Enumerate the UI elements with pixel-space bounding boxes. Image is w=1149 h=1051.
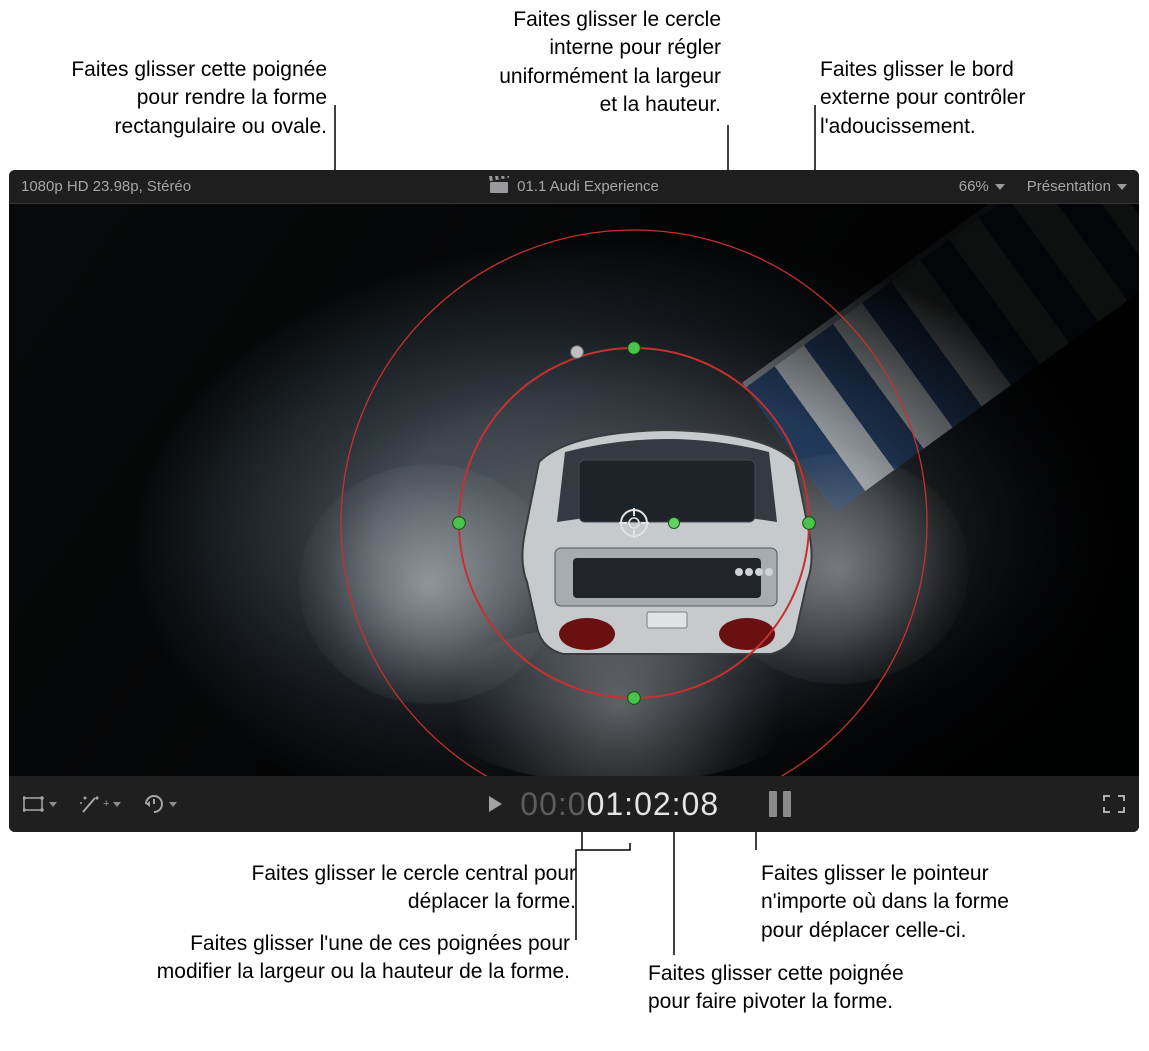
chevron-down-icon: [1117, 184, 1127, 190]
presentation-label: Présentation: [1027, 178, 1111, 195]
retime-tool-button[interactable]: [139, 789, 181, 819]
chevron-down-icon: [169, 802, 177, 807]
chevron-down-icon: [113, 802, 121, 807]
annotation-inner-circle: Faites glisser le cercle interne pour ré…: [398, 6, 721, 119]
annotation-width-height: Faites glisser l'une de ces poignées pou…: [16, 930, 570, 987]
car-graphic: [509, 422, 824, 674]
clip-format-label: 1080p HD 23.98p, Stéréo: [21, 178, 191, 195]
enhance-tool-button[interactable]: +: [75, 790, 125, 818]
chevron-down-icon: [995, 184, 1005, 190]
pause-button[interactable]: [765, 787, 795, 821]
clip-title-label: 01.1 Audi Experience: [517, 178, 659, 195]
annotation-rotate: Faites glisser cette poignée pour faire …: [648, 960, 993, 1017]
chevron-down-icon: [49, 802, 57, 807]
annotation-outer-edge: Faites glisser le bord externe pour cont…: [820, 56, 1130, 141]
transform-tool-button[interactable]: [19, 791, 61, 817]
timecode-white-part: 01:02:08: [587, 786, 720, 822]
play-button[interactable]: [485, 792, 506, 816]
annotation-center-move: Faites glisser le cercle central pour dé…: [86, 860, 576, 917]
viewer-topbar: 1080p HD 23.98p, Stéréo 01.1 Audi Experi…: [9, 170, 1139, 204]
zoom-dropdown[interactable]: 66%: [959, 178, 1005, 195]
clapperboard-icon: [489, 176, 509, 198]
fullscreen-button[interactable]: [1099, 791, 1129, 817]
timecode-grey-part: 00:0: [520, 786, 586, 822]
annotation-rect-oval: Faites glisser cette poignée pour rendre…: [7, 56, 327, 141]
zoom-label: 66%: [959, 178, 989, 195]
annotation-anywhere-move: Faites glisser le pointeur n'importe où …: [761, 860, 1106, 945]
viewer-window: 1080p HD 23.98p, Stéréo 01.1 Audi Experi…: [9, 170, 1139, 832]
viewer-canvas[interactable]: [9, 204, 1139, 776]
pause-icon: [769, 791, 791, 817]
play-icon: [489, 796, 502, 812]
timecode-display[interactable]: 00:001:02:08: [520, 786, 719, 823]
presentation-dropdown[interactable]: Présentation: [1027, 178, 1127, 195]
viewer-bottombar: + 00:001:02:08: [9, 776, 1139, 832]
